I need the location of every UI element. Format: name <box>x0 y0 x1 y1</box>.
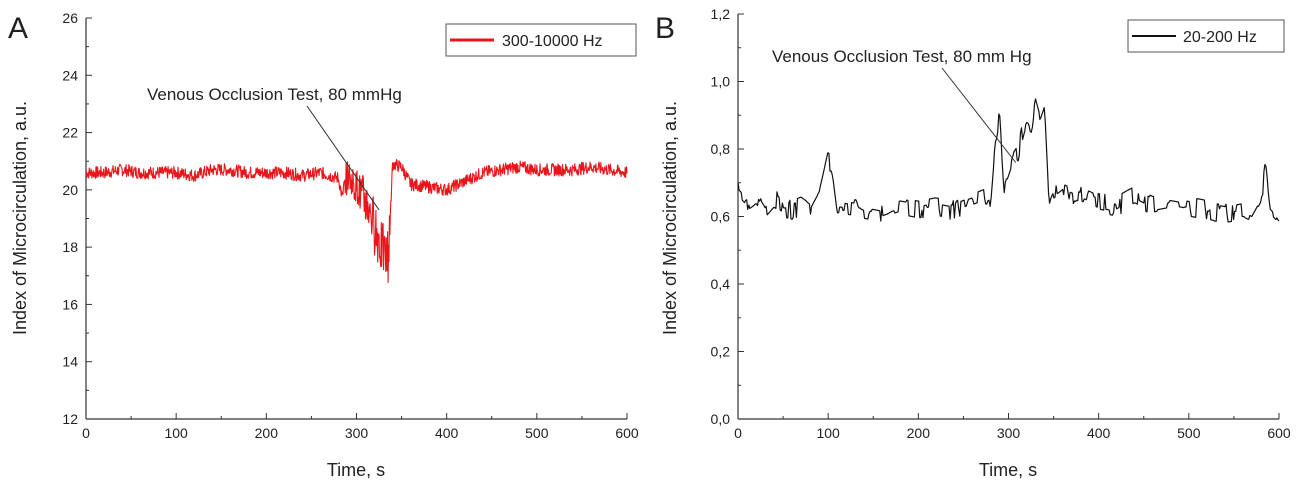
x-tick-label: 300 <box>345 425 369 441</box>
x-tick-label: 500 <box>525 425 549 441</box>
ticks-b: 0 100 200 300 400 500 600 0,0 0,2 0,4 0,6 0,8 1,0 1,2 <box>711 6 1291 441</box>
annotation-text-b: Venous Occlusion Test, 80 mm Hg <box>772 47 1032 66</box>
series-b <box>737 98 1280 223</box>
legend-a: 300-10000 Hz <box>445 23 637 57</box>
x-tick-label: 300 <box>997 425 1021 441</box>
x-axis-title-a: Time, s <box>327 460 385 480</box>
y-tick-label: 12 <box>62 411 78 427</box>
y-tick-label: 0,0 <box>711 411 731 427</box>
x-tick-label: 0 <box>734 425 742 441</box>
y-tick-label: 0,2 <box>711 344 731 360</box>
annotation-b: Venous Occlusion Test, 80 mm Hg <box>772 47 1032 163</box>
y-tick-label: 14 <box>62 354 78 370</box>
x-tick-label: 600 <box>1267 425 1291 441</box>
legend-b: 20-200 Hz <box>1127 19 1285 53</box>
x-tick-label: 0 <box>82 425 90 441</box>
x-tick-label: 400 <box>435 425 459 441</box>
x-tick-label: 200 <box>907 425 931 441</box>
axes-a <box>85 18 627 420</box>
panel-letter-a: A <box>8 12 28 45</box>
x-tick-label: 100 <box>816 425 840 441</box>
series-line <box>85 159 628 284</box>
annotation-pointer-b <box>941 67 1017 163</box>
y-axis-title-a: Index of Microcirculation, a.u. <box>10 101 30 335</box>
y-tick-label: 1,2 <box>711 6 731 22</box>
x-axis-title-b: Time, s <box>979 460 1037 480</box>
y-tick-label: 24 <box>62 67 78 83</box>
annotation-text-a: Venous Occlusion Test, 80 mmHg <box>147 85 402 104</box>
x-tick-label: 400 <box>1087 425 1111 441</box>
x-tick-label: 600 <box>615 425 639 441</box>
y-tick-label: 0,6 <box>711 209 731 225</box>
x-tick-label: 200 <box>255 425 279 441</box>
annotation-a: Venous Occlusion Test, 80 mmHg <box>147 85 402 211</box>
y-tick-label: 20 <box>62 182 78 198</box>
legend-label-b: 20-200 Hz <box>1183 29 1257 46</box>
x-tick-label: 100 <box>164 425 188 441</box>
legend-box-a <box>445 23 637 57</box>
y-tick-label: 0,8 <box>711 141 731 157</box>
panel-letter-b: B <box>655 12 675 45</box>
series-line <box>737 98 1280 223</box>
y-tick-label: 26 <box>62 10 78 26</box>
series-a <box>85 159 628 284</box>
legend-box-b <box>1127 19 1285 53</box>
axes-b <box>737 14 1279 420</box>
y-axis-title-b: Index of Microcirculation, a.u. <box>660 101 680 335</box>
y-tick-label: 0,4 <box>711 276 731 292</box>
y-tick-label: 18 <box>62 239 78 255</box>
ticks-a: 0 100 200 300 400 500 600 12 14 16 18 20 22 24 26 <box>62 10 638 441</box>
y-tick-label: 16 <box>62 296 78 312</box>
legend-label-a: 300-10000 Hz <box>502 33 603 50</box>
x-tick-label: 500 <box>1177 425 1201 441</box>
y-tick-label: 1,0 <box>711 74 731 90</box>
y-tick-label: 22 <box>62 125 78 141</box>
annotation-pointer-a <box>306 105 380 211</box>
chart-panel-a: A 0 100 200 300 400 500 600 12 14 16 18 20 22 24 26 Ve… <box>8 10 639 480</box>
chart-panel-b: B 0 100 200 300 400 500 600 0,0 0,2 0,4 0,6 0,8 1,0 1… <box>655 6 1291 480</box>
